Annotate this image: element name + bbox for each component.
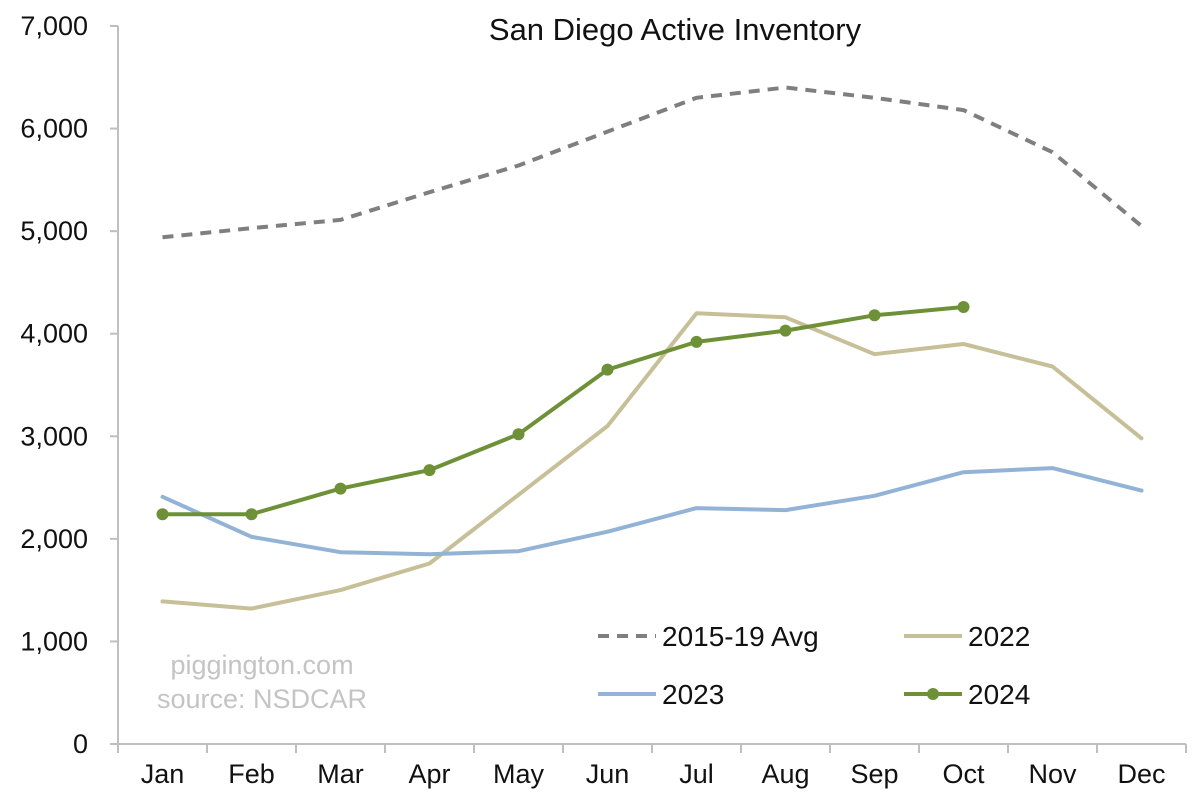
series-2015-19-avg — [162, 85, 1143, 240]
legend-label: 2015-19 Avg — [662, 621, 819, 652]
watermark-source: source: NSDCAR — [157, 684, 367, 714]
y-tick-label: 0 — [73, 729, 88, 759]
data-point — [156, 508, 169, 521]
data-point — [779, 324, 792, 337]
series-line — [160, 466, 1144, 557]
x-tick-label: May — [493, 759, 545, 789]
axes: 0 1,000 2,000 3,000 4,000 5,000 6,000 7,000 Jan F… — [20, 11, 1187, 789]
data-point — [512, 428, 525, 441]
x-tick-label: Jul — [679, 759, 714, 789]
data-point — [245, 508, 258, 521]
x-tick-label: Mar — [317, 759, 364, 789]
legend-label: 2024 — [968, 679, 1030, 710]
series-line — [162, 85, 1143, 240]
data-point — [868, 309, 881, 322]
x-tick-label: Oct — [942, 759, 985, 789]
data-point — [601, 363, 614, 376]
watermark: piggington.com source: NSDCAR — [157, 650, 367, 714]
series-2024 — [156, 301, 970, 521]
watermark-site: piggington.com — [170, 650, 353, 680]
legend-item: 2023 — [598, 679, 724, 710]
data-point — [957, 301, 970, 314]
x-tick-label: Dec — [1117, 759, 1165, 789]
legend-label: 2023 — [662, 679, 724, 710]
x-tick-label: Jan — [141, 759, 185, 789]
legend: 2015-19 Avg 2022 2023 2024 — [598, 621, 1030, 710]
legend-marker — [927, 688, 939, 700]
y-tick-label: 7,000 — [20, 11, 88, 41]
series-2022 — [160, 311, 1144, 611]
series-line — [160, 311, 1144, 611]
legend-item: 2022 — [904, 621, 1030, 652]
x-tick-label: Aug — [761, 759, 809, 789]
legend-item: 2024 — [904, 679, 1030, 710]
y-tick-label: 5,000 — [20, 216, 88, 246]
chart-title: San Diego Active Inventory — [489, 12, 862, 47]
series-2023 — [160, 466, 1144, 557]
series-layer — [156, 85, 1144, 611]
data-point — [334, 482, 347, 495]
x-tick-label: Sep — [850, 759, 898, 789]
y-tick-label: 3,000 — [20, 421, 88, 451]
y-tick-label: 4,000 — [20, 319, 88, 349]
y-tick-label: 1,000 — [20, 626, 88, 656]
x-tick-label: Jun — [586, 759, 630, 789]
data-point — [690, 335, 703, 348]
x-tick-label: Nov — [1028, 759, 1077, 789]
legend-label: 2022 — [968, 621, 1030, 652]
y-tick-label: 2,000 — [20, 524, 88, 554]
x-tick-label: Apr — [408, 759, 450, 789]
series-line — [160, 305, 966, 517]
x-tick-label: Feb — [228, 759, 275, 789]
y-tick-label: 6,000 — [20, 114, 88, 144]
data-point — [423, 464, 436, 477]
legend-item: 2015-19 Avg — [598, 621, 819, 652]
